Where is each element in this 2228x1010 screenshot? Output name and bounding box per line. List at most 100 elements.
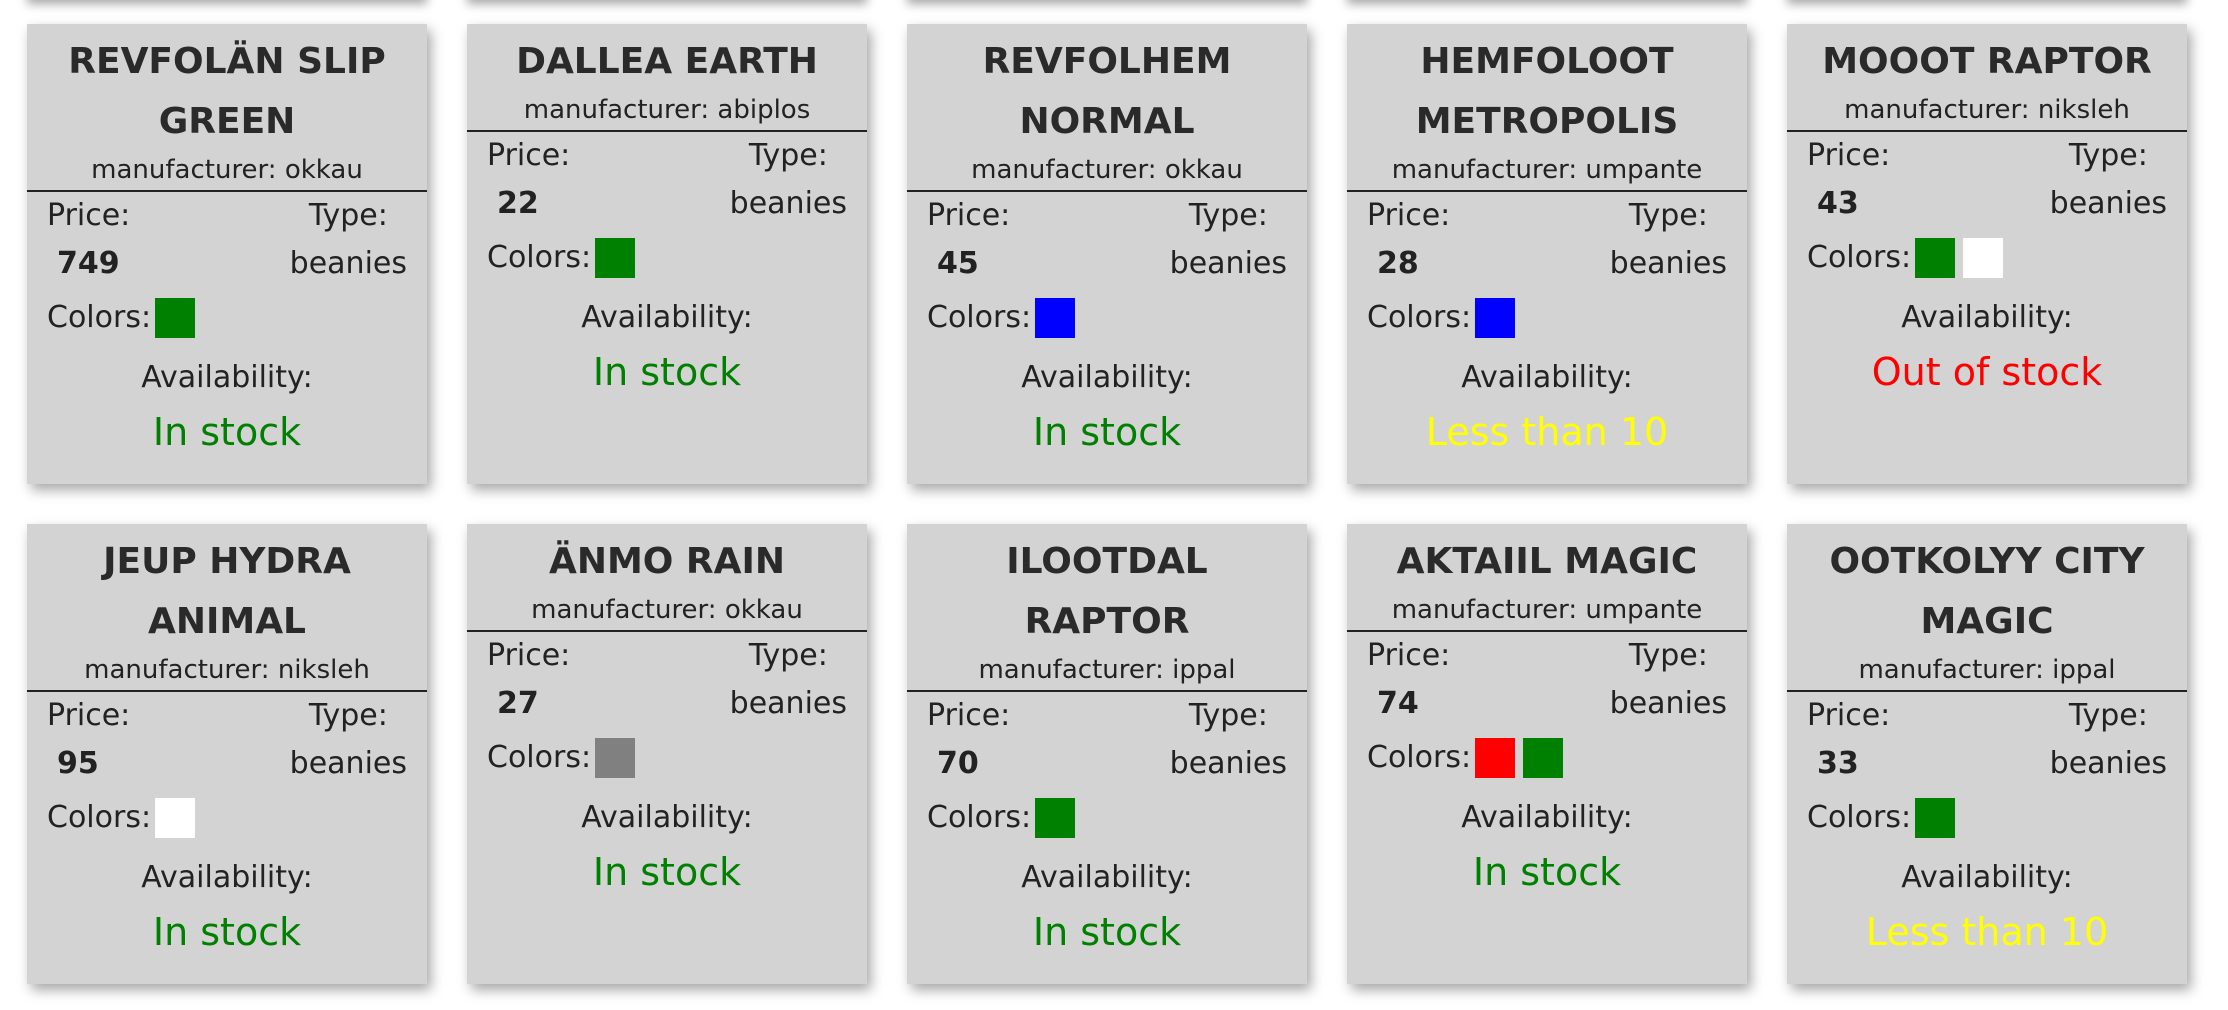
colors-label: Colors: <box>1367 300 1472 335</box>
availability-value: In stock <box>1032 910 1182 954</box>
availability-label: Availability: <box>1461 800 1633 835</box>
product-info: Price: 43 Type: beanies <box>1787 132 2187 228</box>
product-info: Price: 28 Type: beanies <box>1347 192 1747 288</box>
type-label: Type: <box>308 198 388 233</box>
type-value: beanies <box>289 746 407 781</box>
product-manufacturer: manufacturer: abiplos <box>467 92 867 132</box>
product-name: ILOOTDAL RAPTOR <box>1006 541 1208 642</box>
product-info: Price: 22 Type: beanies <box>467 132 867 228</box>
availability-value: Less than 10 <box>1425 410 1669 454</box>
product-card[interactable]: REVFOLÄN SLIP GREEN manufacturer: okkau … <box>27 24 427 484</box>
colors-label: Colors: <box>1807 240 1912 275</box>
product-name: JEUP HYDRA ANIMAL <box>103 541 351 642</box>
price-value: 74 <box>1377 686 1419 721</box>
product-info: Price: 45 Type: beanies <box>907 192 1307 288</box>
price-block: Price: 22 <box>487 132 570 228</box>
price-block: Price: 28 <box>1367 192 1450 288</box>
availability-label: Availability: <box>581 300 753 335</box>
type-label: Type: <box>1188 698 1268 733</box>
color-swatch <box>1475 298 1516 338</box>
type-block: Type: beanies <box>1170 192 1287 288</box>
color-swatch <box>595 238 636 278</box>
manufacturer-value: ippal <box>2052 655 2116 685</box>
product-manufacturer: manufacturer: ippal <box>1787 652 2187 692</box>
type-value: beanies <box>729 186 847 221</box>
type-label: Type: <box>1188 198 1268 233</box>
product-name: DALLEA EARTH <box>516 41 818 82</box>
product-card[interactable]: HEMFOLOOT METROPOLIS manufacturer: umpan… <box>1347 24 1747 484</box>
price-value: 70 <box>937 746 979 781</box>
product-card[interactable]: REVFOLHEM NORMAL manufacturer: okkau Pri… <box>907 24 1307 484</box>
type-value: beanies <box>2049 186 2167 221</box>
manufacturer-prefix: manufacturer: <box>1858 655 2053 685</box>
product-card[interactable]: OOTKOLYY CITY MAGIC manufacturer: ippal … <box>1787 524 2187 984</box>
product-name: REVFOLÄN SLIP GREEN <box>68 41 386 142</box>
availability-label: Availability: <box>1021 860 1193 895</box>
type-value: beanies <box>729 686 847 721</box>
availability-label: Availability: <box>141 360 313 395</box>
product-card[interactable]: MOOOT RAPTOR manufacturer: niksleh Price… <box>1787 24 2187 484</box>
product-card[interactable]: ILOOTDAL RAPTOR manufacturer: ippal Pric… <box>907 524 1307 984</box>
availability-value: Out of stock <box>1871 350 2103 394</box>
type-label: Type: <box>308 698 388 733</box>
availability-value: In stock <box>1032 410 1182 454</box>
color-swatches <box>1915 238 2011 278</box>
colors-label: Colors: <box>1367 740 1472 775</box>
product-card[interactable]: DALLEA EARTH manufacturer: abiplos Price… <box>467 24 867 484</box>
price-label: Price: <box>487 138 571 173</box>
colors-row: Colors: <box>1347 288 1747 342</box>
price-value: 28 <box>1377 246 1419 281</box>
product-card[interactable]: AKTAIIL MAGIC manufacturer: umpante Pric… <box>1347 524 1747 984</box>
product-manufacturer: manufacturer: okkau <box>467 592 867 632</box>
colors-row: Colors: <box>27 788 427 842</box>
color-swatches <box>155 798 203 838</box>
manufacturer-value: ippal <box>1172 655 1236 685</box>
availability-label: Availability: <box>1461 360 1633 395</box>
type-label: Type: <box>1628 198 1708 233</box>
price-block: Price: 749 <box>47 192 130 288</box>
type-block: Type: beanies <box>290 192 407 288</box>
color-swatches <box>1035 798 1083 838</box>
manufacturer-value: umpante <box>1585 155 1703 185</box>
availability-label: Availability: <box>1901 860 2073 895</box>
type-label: Type: <box>2068 138 2148 173</box>
price-value: 27 <box>497 686 539 721</box>
product-card[interactable]: JEUP HYDRA ANIMAL manufacturer: niksleh … <box>27 524 427 984</box>
type-value: beanies <box>1169 746 1287 781</box>
product-card[interactable]: ÄNMO RAIN manufacturer: okkau Price: 27 … <box>467 524 867 984</box>
manufacturer-value: okkau <box>724 595 803 625</box>
type-block: Type: beanies <box>730 632 847 728</box>
color-swatches <box>1475 738 1571 778</box>
manufacturer-prefix: manufacturer: <box>1844 95 2038 125</box>
availability-label: Availability: <box>1901 300 2073 335</box>
type-block: Type: beanies <box>1610 192 1727 288</box>
type-block: Type: beanies <box>2050 132 2167 228</box>
manufacturer-value: abiplos <box>717 95 811 125</box>
color-swatch <box>1035 798 1076 838</box>
price-block: Price: 27 <box>487 632 570 728</box>
colors-label: Colors: <box>927 800 1032 835</box>
manufacturer-prefix: manufacturer: <box>91 155 285 185</box>
color-swatches <box>595 238 643 278</box>
colors-label: Colors: <box>927 300 1032 335</box>
product-name: OOTKOLYY CITY MAGIC <box>1829 541 2145 642</box>
color-swatches <box>1475 298 1523 338</box>
color-swatch <box>155 798 196 838</box>
price-block: Price: 45 <box>927 192 1010 288</box>
price-label: Price: <box>927 198 1011 233</box>
price-label: Price: <box>487 638 571 673</box>
price-label: Price: <box>1807 698 1891 733</box>
colors-row: Colors: <box>1787 788 2187 842</box>
colors-label: Colors: <box>47 300 152 335</box>
manufacturer-prefix: manufacturer: <box>531 595 725 625</box>
availability-value: In stock <box>152 910 302 954</box>
colors-row: Colors: <box>467 728 867 782</box>
colors-row: Colors: <box>1787 228 2187 282</box>
colors-row: Colors: <box>467 228 867 282</box>
product-info: Price: 74 Type: beanies <box>1347 632 1747 728</box>
product-manufacturer: manufacturer: okkau <box>907 152 1307 192</box>
price-block: Price: 95 <box>47 692 130 788</box>
color-swatches <box>595 738 643 778</box>
product-manufacturer: manufacturer: niksleh <box>27 652 427 692</box>
manufacturer-prefix: manufacturer: <box>84 655 278 685</box>
